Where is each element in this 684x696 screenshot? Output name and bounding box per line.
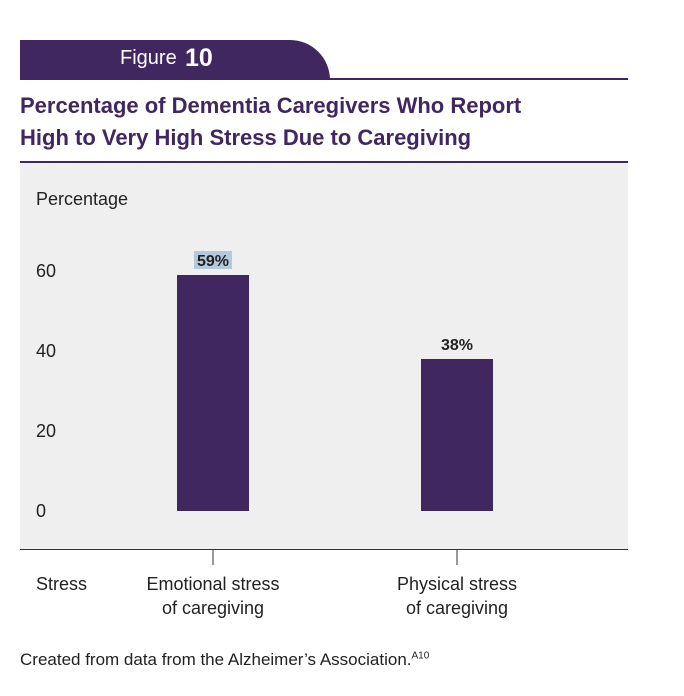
value-label: 59%: [197, 253, 229, 270]
chart-title: Percentage of Dementia Caregivers Who Re…: [20, 90, 620, 154]
x-category-label: of caregiving: [162, 598, 264, 618]
x-axis-line: [20, 549, 628, 550]
x-category-label: Emotional stress: [146, 574, 279, 594]
chart-title-line-2: High to Very High Stress Due to Caregivi…: [20, 125, 472, 150]
bar-2: [421, 359, 493, 511]
figure-tab: [20, 40, 330, 80]
title-rule: [20, 161, 628, 163]
y-tick-label: 20: [36, 421, 56, 441]
header-rule: [20, 78, 628, 80]
y-axis-label: Percentage: [36, 189, 129, 209]
chart-title-line-1: Percentage of Dementia Caregivers Who Re…: [20, 93, 522, 118]
y-tick-label: 0: [36, 501, 46, 521]
source-note-text: Created from data from the Alzheimer’s A…: [20, 650, 412, 669]
figure-number: 10: [185, 44, 213, 72]
x-category-label: of caregiving: [406, 598, 508, 618]
value-label: 38%: [441, 337, 473, 354]
y-tick-label: 60: [36, 261, 56, 281]
x-category-label: Physical stress: [397, 574, 517, 594]
source-note: Created from data from the Alzheimer’s A…: [20, 650, 429, 670]
value-label-highlight: [194, 251, 232, 269]
y-tick-label: 40: [36, 341, 56, 361]
figure-label: Figure: [120, 47, 177, 69]
source-note-ref: A10: [411, 650, 430, 662]
plot-area: [20, 163, 628, 549]
bar-1: [177, 275, 249, 511]
x-axis-label: Stress: [36, 574, 87, 594]
